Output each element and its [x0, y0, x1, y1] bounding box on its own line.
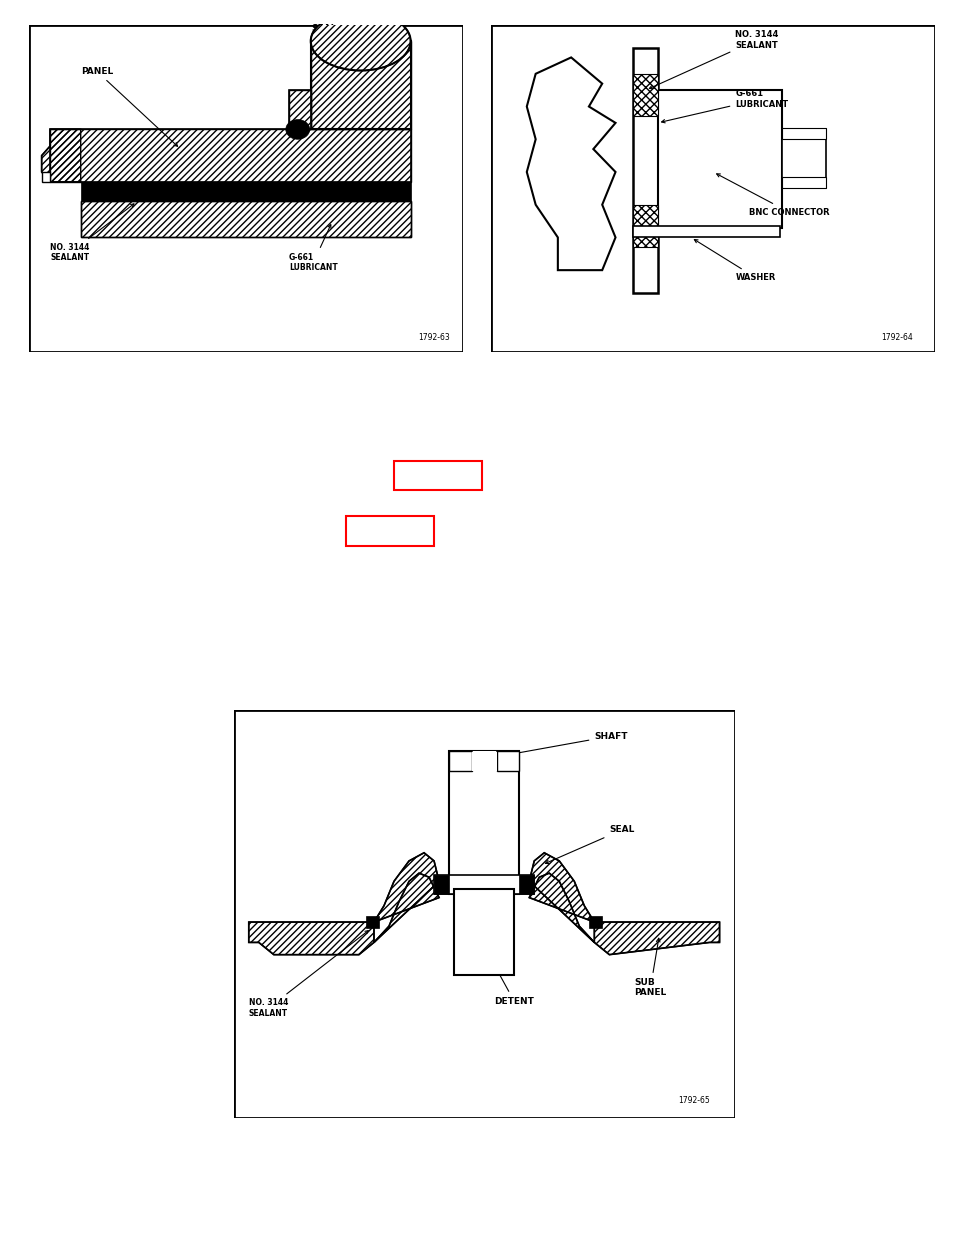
Bar	[633, 74, 657, 116]
Bar	[491, 25, 934, 352]
Bar	[471, 751, 497, 771]
Bar	[366, 916, 378, 929]
Text: BNC CONNECTOR: BNC CONNECTOR	[716, 174, 828, 216]
Bar	[454, 889, 514, 976]
Text: G-661
LUBRICANT: G-661 LUBRICANT	[289, 225, 337, 272]
Text: NO. 3144
SEALANT: NO. 3144 SEALANT	[249, 931, 368, 1018]
Text: WASHER: WASHER	[694, 240, 775, 282]
Bar	[781, 130, 825, 189]
Polygon shape	[374, 852, 438, 942]
Bar	[657, 90, 781, 227]
Ellipse shape	[286, 120, 310, 140]
Text: SHAFT: SHAFT	[488, 731, 627, 760]
Bar	[633, 48, 657, 293]
Polygon shape	[42, 130, 81, 182]
Text: SUB
PANEL: SUB PANEL	[634, 939, 666, 998]
Text: PANEL: PANEL	[81, 67, 177, 146]
Text: SEAL: SEAL	[545, 825, 634, 863]
Bar	[434, 876, 449, 894]
Bar	[589, 916, 601, 929]
Text: SEAL: SEAL	[311, 25, 356, 49]
Polygon shape	[42, 172, 51, 182]
Bar	[518, 876, 534, 894]
Text: 1792-64: 1792-64	[880, 333, 912, 342]
Polygon shape	[289, 90, 311, 130]
Bar	[434, 876, 534, 894]
Bar	[346, 516, 434, 546]
Text: NO. 3144
SEALANT: NO. 3144 SEALANT	[51, 204, 133, 262]
Polygon shape	[311, 41, 410, 130]
Polygon shape	[594, 923, 719, 955]
Polygon shape	[529, 852, 594, 942]
Bar	[633, 205, 657, 247]
Bar	[449, 751, 518, 894]
Bar	[781, 127, 825, 140]
Polygon shape	[81, 201, 410, 237]
Text: DETENT: DETENT	[486, 950, 534, 1005]
Bar	[497, 751, 518, 771]
Bar	[81, 182, 410, 201]
Text: G-661
LUBRICANT: G-661 LUBRICANT	[660, 89, 787, 122]
Text: 1792-65: 1792-65	[677, 1097, 709, 1105]
Bar	[781, 177, 825, 189]
Ellipse shape	[311, 11, 410, 70]
Bar	[449, 751, 471, 771]
Bar	[29, 25, 462, 352]
Bar	[394, 461, 481, 490]
Polygon shape	[51, 130, 410, 182]
Polygon shape	[249, 923, 374, 955]
Text: NO. 3144
SEALANT: NO. 3144 SEALANT	[649, 30, 778, 89]
Bar	[633, 226, 779, 237]
Bar	[233, 710, 734, 1118]
Text: 1792-63: 1792-63	[417, 333, 449, 342]
